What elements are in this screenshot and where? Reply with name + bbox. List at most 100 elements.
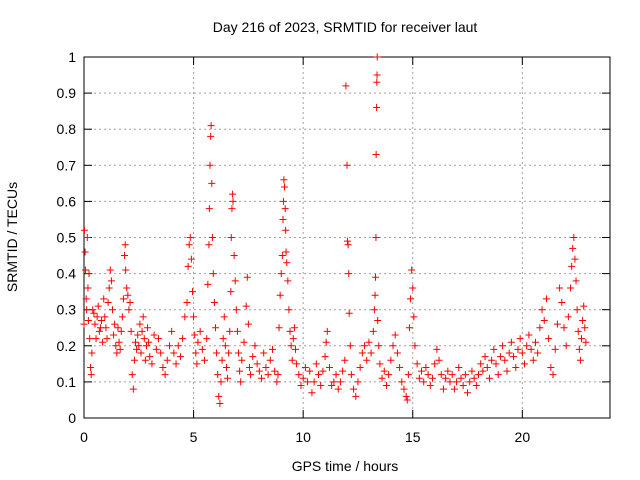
data-point xyxy=(363,356,371,364)
data-point xyxy=(121,252,129,260)
x-axis-label: GPS time / hours xyxy=(292,458,399,474)
data-point xyxy=(123,284,131,292)
data-point xyxy=(94,302,102,310)
data-point xyxy=(431,360,439,368)
data-point xyxy=(345,309,353,317)
y-tick-label: 0.9 xyxy=(57,85,77,101)
data-point xyxy=(367,349,375,357)
data-point xyxy=(201,356,209,364)
data-point xyxy=(291,345,299,353)
data-point xyxy=(317,382,325,390)
data-point xyxy=(86,335,94,343)
data-point xyxy=(306,367,314,375)
data-point xyxy=(387,356,395,364)
data-point xyxy=(464,389,472,397)
data-point xyxy=(492,360,500,368)
data-point xyxy=(499,342,507,350)
data-point xyxy=(547,363,555,371)
data-point xyxy=(208,234,216,241)
data-point xyxy=(567,284,575,292)
data-point xyxy=(290,324,298,332)
data-point xyxy=(183,298,191,306)
x-tick-label: 5 xyxy=(190,429,198,445)
data-point xyxy=(442,374,450,382)
data-point xyxy=(568,262,576,270)
data-point xyxy=(575,345,583,353)
y-axis-label: SRMTID / TECUs xyxy=(4,182,20,292)
data-point xyxy=(206,161,214,169)
data-point xyxy=(409,284,417,292)
data-point xyxy=(136,320,144,328)
data-point xyxy=(247,371,255,379)
data-point xyxy=(214,371,222,379)
data-point xyxy=(344,241,352,249)
data-point xyxy=(518,349,526,357)
data-point xyxy=(146,353,154,361)
data-point xyxy=(80,226,88,234)
data-point xyxy=(372,234,380,241)
y-tick-label: 0.4 xyxy=(57,266,77,282)
data-point xyxy=(282,248,290,256)
data-point xyxy=(93,313,101,321)
data-point xyxy=(365,338,373,346)
data-point xyxy=(402,392,410,400)
data-point xyxy=(238,356,246,364)
data-point xyxy=(114,324,122,332)
data-point xyxy=(571,255,579,263)
data-point xyxy=(266,356,274,364)
data-point xyxy=(235,349,243,357)
x-tick-label: 10 xyxy=(295,429,311,445)
data-point xyxy=(225,349,233,357)
data-point xyxy=(512,363,520,371)
data-point xyxy=(244,320,252,328)
data-point xyxy=(104,298,112,306)
data-point xyxy=(194,338,202,346)
data-point xyxy=(84,284,92,292)
data-point xyxy=(297,382,305,390)
data-point xyxy=(304,378,312,386)
data-point xyxy=(345,270,353,278)
data-point xyxy=(116,345,124,353)
data-point xyxy=(542,295,550,303)
data-point xyxy=(531,338,539,346)
data-point xyxy=(553,320,561,328)
data-point xyxy=(90,309,98,317)
data-point xyxy=(328,382,336,390)
data-point xyxy=(232,306,240,314)
data-point xyxy=(278,252,286,260)
data-point xyxy=(418,367,426,375)
data-point xyxy=(91,320,99,328)
data-point xyxy=(222,363,230,371)
data-point xyxy=(115,338,123,346)
data-point xyxy=(218,356,226,364)
data-point xyxy=(221,342,229,350)
data-point xyxy=(165,342,173,350)
data-point xyxy=(475,371,482,379)
data-point xyxy=(215,392,223,400)
data-point xyxy=(483,363,491,371)
data-point xyxy=(472,382,480,390)
y-tick-label: 0.3 xyxy=(57,302,77,318)
data-point xyxy=(371,291,379,299)
x-tick-label: 15 xyxy=(405,429,421,445)
data-point xyxy=(400,385,408,393)
data-point xyxy=(258,374,266,382)
data-point xyxy=(391,331,399,339)
data-point xyxy=(157,349,165,357)
data-point xyxy=(126,298,134,306)
data-point xyxy=(448,371,456,379)
data-point xyxy=(121,241,129,249)
data-point xyxy=(245,363,253,371)
data-point xyxy=(139,313,147,321)
data-point xyxy=(190,313,198,321)
data-point xyxy=(198,345,206,353)
data-point xyxy=(192,349,200,357)
data-point xyxy=(184,262,192,270)
data-point xyxy=(129,385,137,393)
data-point xyxy=(212,324,219,332)
data-point xyxy=(403,396,411,404)
data-point xyxy=(107,277,115,285)
data-point xyxy=(564,313,572,321)
data-point xyxy=(279,215,287,223)
data-point xyxy=(461,371,469,379)
